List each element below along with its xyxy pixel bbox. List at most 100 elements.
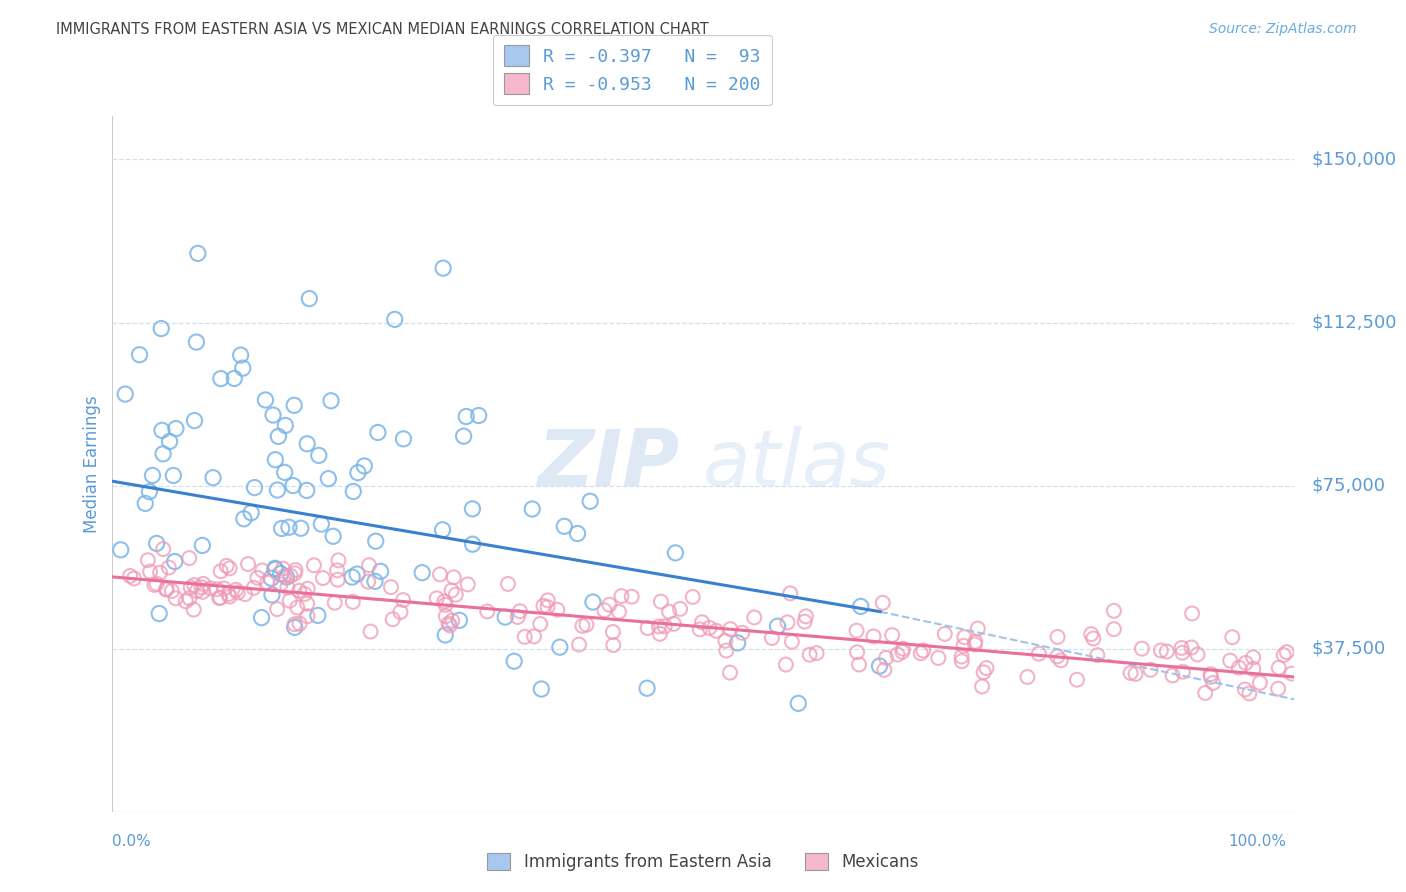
- Point: [174, 594, 197, 608]
- Point: [953, 630, 976, 644]
- Point: [849, 599, 872, 614]
- Point: [976, 661, 998, 675]
- Point: [122, 572, 145, 586]
- Point: [243, 481, 266, 495]
- Point: [212, 582, 235, 596]
- Point: [281, 478, 304, 492]
- Point: [256, 575, 278, 590]
- Point: [270, 566, 292, 581]
- Point: [273, 569, 295, 583]
- Point: [138, 484, 160, 499]
- Point: [1234, 656, 1257, 670]
- Point: [318, 472, 340, 486]
- Point: [607, 605, 630, 619]
- Point: [232, 361, 254, 376]
- Point: [294, 587, 316, 601]
- Point: [1233, 682, 1256, 697]
- Point: [669, 602, 692, 616]
- Point: [1275, 645, 1298, 659]
- Point: [326, 573, 349, 587]
- Point: [1171, 646, 1194, 660]
- Point: [886, 648, 908, 662]
- Point: [718, 665, 741, 680]
- Point: [704, 624, 727, 638]
- Point: [426, 591, 449, 606]
- Point: [1150, 643, 1173, 657]
- Point: [141, 468, 163, 483]
- Point: [568, 638, 591, 652]
- Point: [285, 600, 308, 615]
- Point: [311, 517, 333, 532]
- Point: [302, 558, 325, 573]
- Point: [342, 484, 364, 499]
- Point: [326, 563, 349, 577]
- Point: [270, 521, 292, 535]
- Point: [274, 418, 297, 433]
- Point: [297, 582, 319, 596]
- Point: [963, 637, 986, 651]
- Point: [298, 292, 321, 306]
- Point: [477, 604, 499, 618]
- Point: [271, 561, 294, 575]
- Point: [718, 622, 741, 636]
- Point: [593, 603, 616, 617]
- Point: [148, 607, 170, 621]
- Point: [162, 468, 184, 483]
- Point: [264, 452, 287, 467]
- Text: IMMIGRANTS FROM EASTERN ASIA VS MEXICAN MEDIAN EARNINGS CORRELATION CHART: IMMIGRANTS FROM EASTERN ASIA VS MEXICAN …: [56, 22, 709, 37]
- Point: [1171, 665, 1194, 679]
- Point: [648, 627, 671, 641]
- Point: [571, 619, 593, 633]
- Point: [575, 617, 598, 632]
- Point: [254, 392, 277, 407]
- Point: [731, 625, 754, 640]
- Point: [1102, 604, 1125, 618]
- Point: [1085, 648, 1108, 662]
- Point: [260, 571, 283, 585]
- Point: [384, 312, 406, 326]
- Point: [1083, 632, 1105, 646]
- Point: [1199, 667, 1222, 681]
- Point: [240, 506, 263, 520]
- Point: [952, 639, 974, 653]
- Point: [793, 615, 815, 629]
- Point: [1161, 668, 1184, 682]
- Point: [461, 501, 484, 516]
- Point: [714, 633, 737, 648]
- Point: [187, 246, 209, 260]
- Point: [290, 521, 312, 535]
- Point: [246, 571, 269, 585]
- Point: [370, 564, 392, 578]
- Point: [506, 610, 529, 624]
- Point: [742, 610, 765, 624]
- Point: [226, 585, 249, 599]
- Point: [787, 697, 810, 711]
- Point: [392, 593, 415, 607]
- Point: [602, 638, 624, 652]
- Point: [389, 605, 412, 619]
- Point: [429, 567, 451, 582]
- Point: [1194, 686, 1216, 700]
- Text: ZIP: ZIP: [537, 425, 679, 502]
- Point: [191, 538, 214, 552]
- Point: [766, 619, 789, 633]
- Point: [165, 421, 187, 435]
- Point: [664, 546, 686, 560]
- Point: [437, 616, 460, 631]
- Point: [152, 447, 174, 461]
- Point: [689, 623, 711, 637]
- Point: [546, 603, 568, 617]
- Point: [927, 651, 949, 665]
- Point: [340, 570, 363, 584]
- Point: [882, 628, 904, 642]
- Point: [1028, 647, 1050, 661]
- Point: [136, 553, 159, 567]
- Point: [380, 580, 402, 594]
- Point: [553, 519, 575, 533]
- Point: [208, 591, 231, 605]
- Point: [183, 578, 205, 592]
- Text: $37,500: $37,500: [1312, 640, 1385, 657]
- Point: [328, 553, 350, 567]
- Point: [1239, 686, 1261, 700]
- Point: [432, 261, 454, 276]
